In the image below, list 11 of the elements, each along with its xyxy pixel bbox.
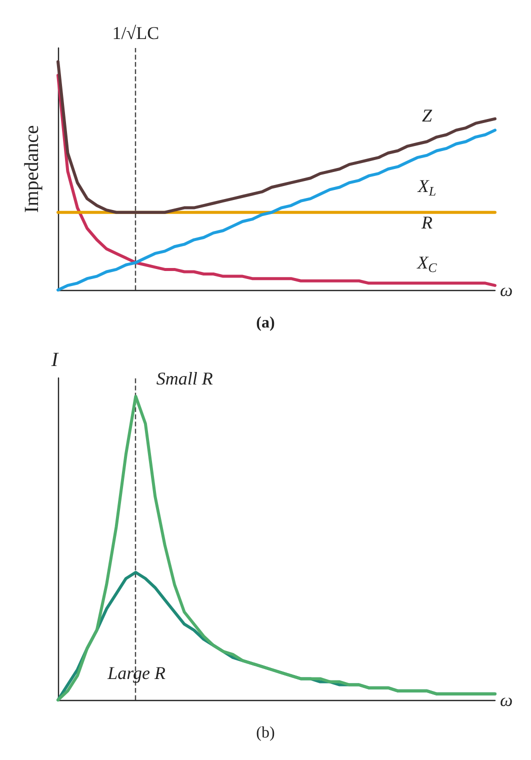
text: (a) (256, 314, 275, 332)
y-axis-title: Impedance (21, 125, 43, 213)
y-axis-title: I (50, 349, 60, 371)
series-label: Small R (156, 368, 213, 389)
x-axis-title: ω (500, 280, 513, 300)
text: (b) (256, 724, 275, 742)
series-label: Large R (106, 662, 166, 683)
series-label: Z (422, 106, 434, 126)
text: 1/√LC (112, 23, 160, 43)
x-axis-title: ω (500, 690, 513, 710)
series-label: R (420, 212, 433, 232)
